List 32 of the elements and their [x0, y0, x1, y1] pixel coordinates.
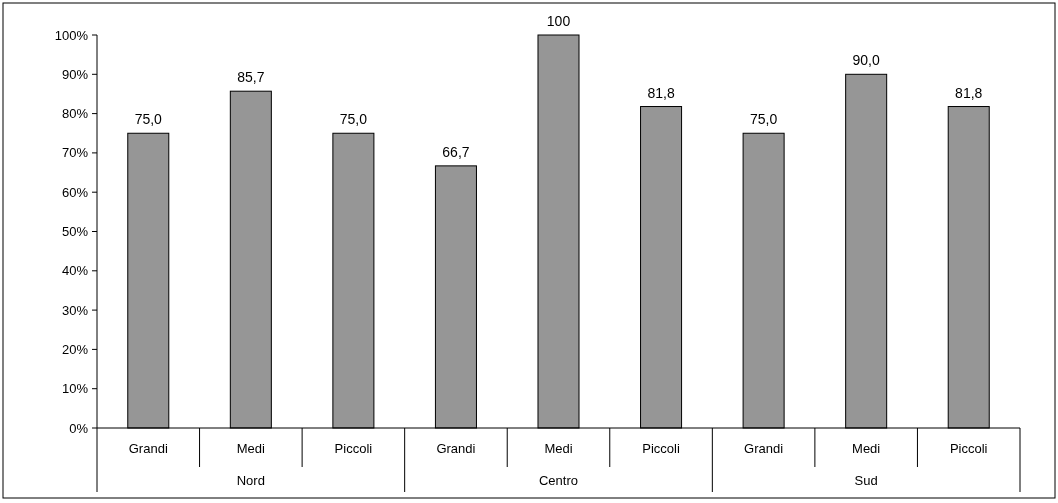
x-tick-label: Grandi: [128, 440, 168, 456]
data-label: 100: [546, 13, 571, 29]
data-label: 75,0: [749, 111, 778, 128]
x-tick-label: Piccoli: [642, 440, 680, 456]
text: Sud: [854, 472, 878, 488]
x-tick-label: Medi: [236, 440, 266, 456]
y-tick-label: 30%: [61, 302, 89, 318]
x-tick-label: Medi: [544, 440, 573, 456]
x-tick-label: Grandi: [436, 440, 476, 456]
y-tick-label: 40%: [61, 263, 89, 279]
y-tick-label: 100%: [54, 27, 89, 43]
y-tick-label: 20%: [61, 341, 89, 357]
text: Centro: [538, 472, 579, 488]
y-tick-label: 90%: [61, 66, 89, 82]
data-label: 81,8: [955, 84, 983, 101]
y-tick-label: 10%: [61, 381, 89, 397]
data-label: 90,0: [852, 52, 880, 69]
x-tick-label: Grandi: [744, 440, 784, 456]
data-label: 81,8: [647, 84, 675, 101]
data-label: 75,0: [134, 111, 163, 128]
data-label: 75,0: [339, 111, 368, 128]
y-tick-label: 50%: [61, 224, 89, 240]
y-tick-label: 60%: [61, 184, 89, 200]
x-tick-label: Medi: [852, 440, 881, 456]
text: Nord: [236, 472, 265, 488]
y-tick-label: 80%: [61, 106, 89, 122]
data-label: 85,7: [237, 69, 265, 86]
x-tick-label: Piccoli: [949, 440, 988, 456]
x-tick-label: Piccoli: [334, 440, 373, 456]
data-label: 66,7: [442, 143, 470, 160]
y-tick-label: 0%: [69, 420, 89, 436]
y-tick-label: 70%: [61, 145, 89, 161]
